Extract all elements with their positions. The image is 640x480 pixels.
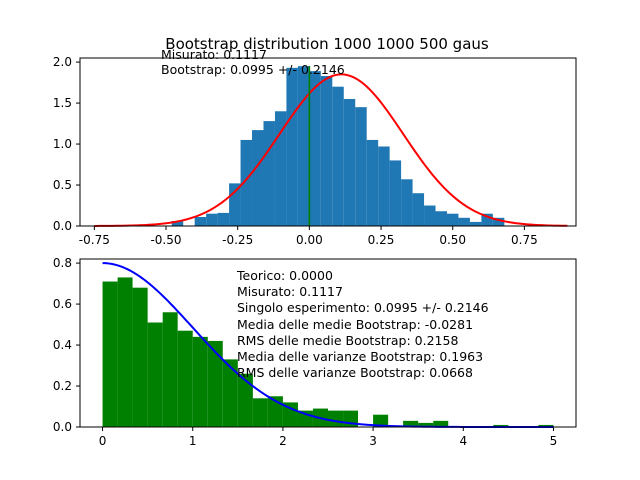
bottom-bar	[177, 330, 193, 427]
top-bar	[332, 86, 344, 227]
top-bar	[229, 183, 241, 226]
bottom-bar	[282, 402, 298, 427]
bottom-bar	[132, 287, 148, 427]
top-x-tick-label: 0.75	[511, 233, 538, 247]
top-bar	[206, 213, 218, 226]
bottom-bar	[433, 420, 449, 427]
bottom-y-axis: 0.0 0.2 0.4 0.6 0.8	[53, 256, 80, 434]
top-bar	[343, 98, 356, 226]
top-bar	[320, 76, 333, 226]
top-bar	[297, 66, 310, 226]
bottom-annotation-media-varianze: Media delle varianze Bootstrap: 0.1963	[237, 349, 483, 364]
top-bar	[240, 139, 253, 226]
bottom-bar	[252, 398, 268, 427]
top-bar	[435, 211, 447, 226]
top-axes-frame	[79, 57, 577, 227]
top-bar	[366, 139, 379, 226]
bottom-bar	[162, 312, 178, 427]
bottom-x-tick-label: 3	[369, 434, 377, 448]
top-y-tick-label: 0.5	[53, 178, 72, 192]
bottom-x-tick-label: 4	[459, 434, 467, 448]
bottom-bar	[328, 410, 344, 427]
top-bar	[446, 213, 459, 226]
bottom-bar	[222, 359, 238, 427]
top-x-tick-label: -0.50	[150, 233, 181, 247]
top-plot: -0.75 -0.50 -0.25 0.00 0.25 0.50 0.75 0.0 0.5 1.…	[53, 47, 577, 247]
top-bar	[412, 193, 425, 226]
bottom-y-tick-label: 0.0	[53, 420, 72, 434]
bottom-annotation-misurato: Misurato: 0.1117	[237, 284, 343, 299]
bottom-bar	[117, 277, 133, 427]
bottom-y-tick-label: 0.2	[53, 379, 72, 393]
bottom-bar	[147, 322, 163, 427]
bottom-x-tick-label: 5	[550, 434, 558, 448]
top-bar	[458, 217, 470, 226]
top-x-axis: -0.75 -0.50 -0.25 0.00 0.25 0.50 0.75	[79, 226, 538, 247]
bottom-bar	[418, 422, 434, 427]
bottom-annotation-rms-medie: RMS delle medie Bootstrap: 0.2158	[237, 333, 458, 348]
bottom-x-axis: 0 1 2 3 4 5	[99, 427, 558, 448]
bottom-y-tick-label: 0.8	[53, 256, 72, 270]
bottom-plot: 0 1 2 3 4 5 0.0 0.2 0.4 0.6 0.8 Teorico: 0.0000 M…	[53, 256, 577, 448]
bottom-axes-frame	[79, 258, 577, 428]
bottom-y-tick-label: 0.6	[53, 297, 72, 311]
top-y-tick-label: 1.5	[53, 96, 72, 110]
top-bar	[274, 111, 287, 226]
top-bar	[286, 67, 298, 227]
top-gauss-fit-curve	[94, 73, 568, 227]
top-y-tick-label: 2.0	[53, 55, 72, 69]
top-y-tick-label: 1.0	[53, 137, 72, 151]
bottom-histogram	[102, 277, 554, 427]
top-x-tick-label: -0.25	[222, 233, 253, 247]
top-x-tick-label: 0.25	[368, 233, 395, 247]
top-x-tick-label: 0.00	[296, 233, 323, 247]
top-bar	[424, 205, 436, 226]
top-bar	[389, 160, 402, 226]
top-x-tick-label: -0.75	[79, 233, 110, 247]
bottom-x-tick-label: 0	[99, 434, 107, 448]
top-x-tick-label: 0.50	[439, 233, 466, 247]
top-bar	[194, 216, 207, 226]
bottom-annotation-rms-varianze: RMS delle varianze Bootstrap: 0.0668	[237, 365, 473, 380]
bottom-bar	[207, 340, 223, 427]
bottom-bar	[192, 336, 208, 427]
bottom-annotation-singolo: Singolo esperimento: 0.0995 +/- 0.2146	[237, 300, 489, 315]
top-bar	[401, 179, 413, 226]
bottom-bar	[493, 424, 509, 427]
bottom-bar	[373, 414, 389, 427]
top-y-tick-label: 0.0	[53, 219, 72, 233]
bottom-bar	[403, 420, 419, 427]
bottom-bar	[102, 281, 118, 427]
top-bar	[355, 107, 367, 226]
bottom-annotation-media-medie: Media delle medie Bootstrap: -0.0281	[237, 317, 473, 332]
top-bar	[378, 146, 390, 226]
bottom-x-tick-label: 1	[189, 434, 197, 448]
top-bar	[217, 212, 230, 226]
top-bar	[263, 121, 275, 226]
top-y-axis: 0.0 0.5 1.0 1.5 2.0	[53, 55, 80, 233]
bottom-y-tick-label: 0.4	[53, 338, 72, 352]
figure-title: Bootstrap distribution 1000 1000 500 gau…	[165, 35, 489, 53]
top-annotation-misurato: Misurato: 0.1117	[161, 47, 267, 62]
top-bar	[171, 221, 184, 226]
top-bar	[492, 217, 505, 226]
top-annotation-bootstrap: Bootstrap: 0.0995 +/- 0.2146	[161, 62, 345, 77]
top-bar	[481, 213, 493, 226]
bottom-x-tick-label: 2	[279, 434, 287, 448]
bottom-bar	[538, 424, 554, 427]
bottom-annotation-teorico: Teorico: 0.0000	[236, 268, 333, 283]
top-bar	[252, 130, 264, 226]
top-histogram	[171, 66, 505, 227]
top-bar	[469, 221, 482, 226]
bottom-bar	[237, 373, 253, 427]
top-bar	[309, 71, 321, 226]
